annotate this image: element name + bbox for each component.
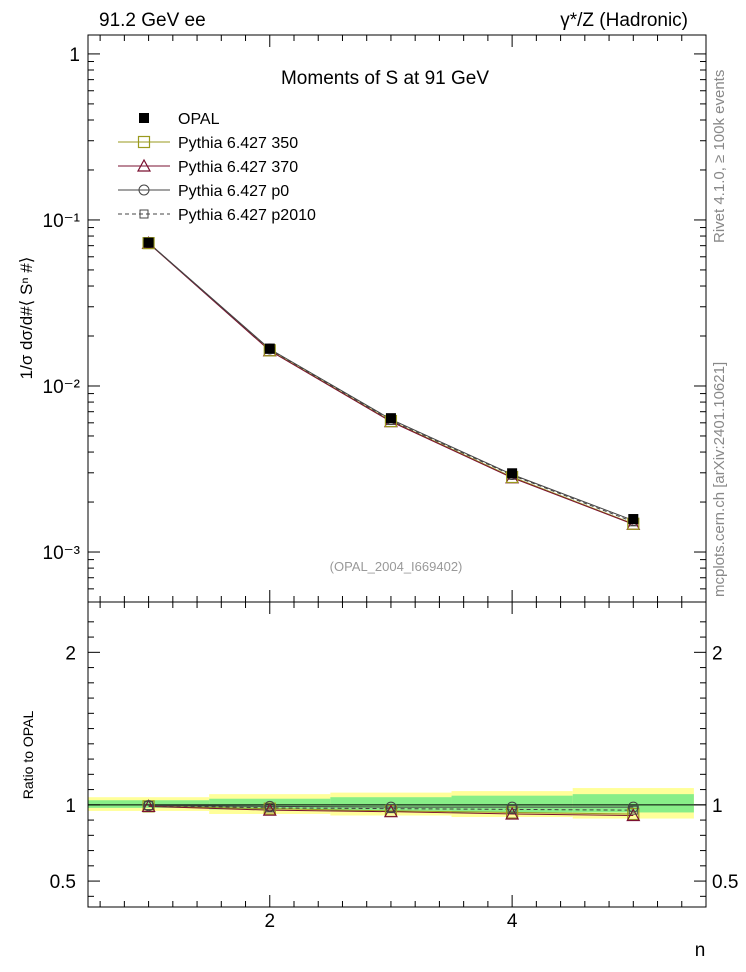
ratio-point-pythia-6-427-p0: [506, 801, 518, 813]
main-point-pythia-6-427-350: [142, 237, 155, 250]
main-y-tick-label: 10⁻²: [43, 377, 81, 398]
ratio-y-tick-label: 1: [65, 796, 76, 817]
main-point-opal: [507, 468, 518, 479]
legend-label-opal: OPAL: [178, 111, 220, 128]
legend-marker-pythia-6-427-p2010: [139, 209, 149, 219]
ratio-line-pythia-6-427-p2010: [148, 805, 634, 811]
ratio-line-pythia-6-427-350: [148, 805, 634, 815]
ratio-axis-ticks: 2 2 1 1 0.5 0.5 2 4: [50, 602, 738, 932]
ratio-point-pythia-6-427-p2010: [265, 803, 275, 813]
main-y-tick-label: 10⁻¹: [43, 211, 81, 232]
ratio-point-pythia-6-427-370: [262, 802, 277, 816]
header-right: γ*/Z (Hadronic): [560, 10, 688, 31]
main-point-opal: [264, 343, 275, 354]
main-line-pythia-6-427-p0: [148, 242, 634, 521]
ratio-point-pythia-6-427-p0: [264, 800, 276, 812]
ratio-line-pythia-6-427-p0: [148, 805, 634, 808]
x-tick-label: 2: [264, 911, 275, 932]
watermark: (OPAL_2004_I669402): [330, 559, 463, 574]
ratio-y-tick-label-right: 1: [712, 796, 723, 817]
main-point-opal: [628, 514, 639, 525]
ratio-point-pythia-6-427-p0: [627, 801, 639, 813]
ratio-plot-panel: 2 2 1 1 0.5 0.5 2 4 Ratio to OPAL n: [20, 601, 738, 961]
x-tick-label: 4: [507, 911, 518, 932]
ratio-frame: [87, 601, 707, 908]
main-y-tick-label: 10⁻³: [43, 543, 81, 564]
legend-label-pythia-6-427-350: Pythia 6.427 350: [178, 135, 298, 152]
legend-label-pythia-6-427-p2010: Pythia 6.427 p2010: [178, 207, 316, 224]
main-plot-panel: 1 10⁻¹ 10⁻² 10⁻³ Moments of S at 91 GeV (OP…: [17, 34, 707, 603]
legend-marker-opal: [139, 113, 149, 123]
green-band-bin: [88, 800, 210, 808]
ratio-y-tick-label: 2: [65, 643, 76, 664]
legend-marker-pythia-6-427-p0: [138, 184, 150, 196]
ratio-y-tick-label-right: 0.5: [712, 872, 738, 893]
rivet-label: Rivet 4.1.0, ≥ 100k events: [711, 70, 728, 243]
ratio-point-pythia-6-427-p0: [385, 801, 397, 813]
main-y-axis-label: 1/σ dσ/d#⟨ Sⁿ #⟩: [17, 257, 36, 380]
ratio-point-pythia-6-427-p2010: [507, 804, 517, 814]
legend-marker-pythia-6-427-350: [137, 135, 151, 149]
ratio-point-pythia-6-427-p2010: [386, 804, 396, 814]
ratio-point-pythia-6-427-370: [141, 799, 156, 812]
main-title: Moments of S at 91 GeV: [281, 68, 489, 89]
legend-marker-pythia-6-427-370: [136, 158, 152, 172]
main-series-markers: [141, 235, 641, 530]
ratio-y-axis-label: Ratio to OPAL: [20, 711, 36, 800]
green-band-bin: [451, 795, 573, 813]
main-line-pythia-6-427-370: [148, 242, 634, 525]
ratio-point-pythia-6-427-370: [626, 808, 641, 822]
ratio-y-tick-label-right: 2: [712, 643, 723, 664]
ratio-point-pythia-6-427-p2010: [628, 805, 638, 815]
legend-label-pythia-6-427-370: Pythia 6.427 370: [178, 159, 298, 176]
ratio-series-markers: [141, 799, 641, 822]
main-line-pythia-6-427-p2010: [148, 242, 634, 523]
main-point-opal: [143, 237, 154, 248]
x-axis-label: n: [695, 940, 706, 961]
ratio-point-pythia-6-427-p0: [143, 800, 155, 812]
legend: OPAL Pythia 6.427 350 Pythia 6.427 370 Pyth…: [118, 111, 316, 224]
main-axis-ticks: 1 10⁻¹ 10⁻² 10⁻³: [43, 35, 706, 603]
main-point-opal: [385, 413, 396, 424]
mcplots-label: mcplots.cern.ch [arXiv:2401.10621]: [711, 362, 728, 597]
ratio-point-pythia-6-427-p2010: [144, 801, 154, 811]
main-y-tick-label: 1: [69, 45, 80, 66]
legend-label-pythia-6-427-p0: Pythia 6.427 p0: [178, 183, 289, 200]
main-line-pythia-6-427-350: [148, 242, 634, 525]
ratio-y-tick-label: 0.5: [50, 872, 76, 893]
header-left: 91.2 GeV ee: [99, 10, 206, 31]
green-band-bin: [572, 794, 694, 813]
main-series-lines: [148, 242, 634, 525]
